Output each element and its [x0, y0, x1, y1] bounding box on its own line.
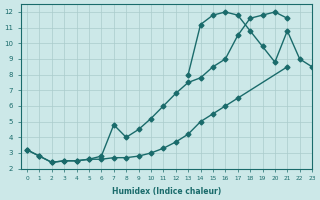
X-axis label: Humidex (Indice chaleur): Humidex (Indice chaleur) — [112, 187, 221, 196]
